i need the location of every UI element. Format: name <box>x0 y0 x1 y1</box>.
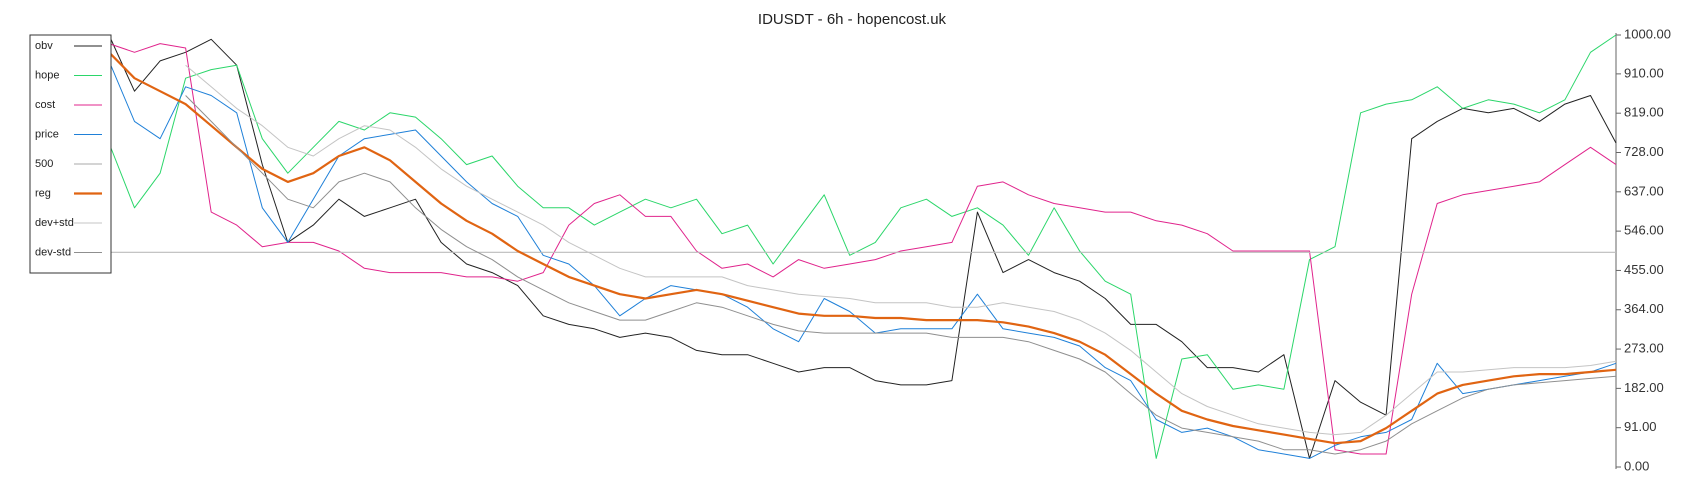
series-line <box>185 95 1617 455</box>
legend-label: dev-std <box>35 246 71 258</box>
y-tick-label: 91.00 <box>1624 419 1657 434</box>
y-tick-label: 546.00 <box>1624 223 1664 238</box>
y-tick-label: 1000.00 <box>1624 26 1671 41</box>
series-line <box>185 64 1617 436</box>
y-tick-label: 637.00 <box>1624 183 1664 198</box>
y-tick-label: 728.00 <box>1624 144 1664 159</box>
y-tick-label: 0.00 <box>1624 458 1649 473</box>
series-line <box>108 43 1617 455</box>
y-tick-label: 273.00 <box>1624 341 1664 356</box>
series-line <box>108 60 1617 459</box>
y-tick-label: 819.00 <box>1624 105 1664 120</box>
chart-title: IDUSDT - 6h - hopencost.uk <box>758 11 947 28</box>
y-tick-label: 364.00 <box>1624 301 1664 316</box>
legend-label: dev+std <box>35 217 74 229</box>
legend-label: 500 <box>35 158 53 170</box>
legend-label: price <box>35 128 59 140</box>
y-tick-label: 455.00 <box>1624 262 1664 277</box>
series-line <box>108 34 1617 459</box>
legend-label: cost <box>35 99 55 111</box>
legend-label: hope <box>35 69 59 81</box>
y-tick-label: 910.00 <box>1624 65 1664 80</box>
legend-box <box>29 34 112 274</box>
legend-label: reg <box>35 187 51 199</box>
y-tick-label: 182.00 <box>1624 380 1664 395</box>
series-line <box>108 34 1617 459</box>
series-line <box>108 51 1617 445</box>
legend-label: obv <box>35 40 53 52</box>
